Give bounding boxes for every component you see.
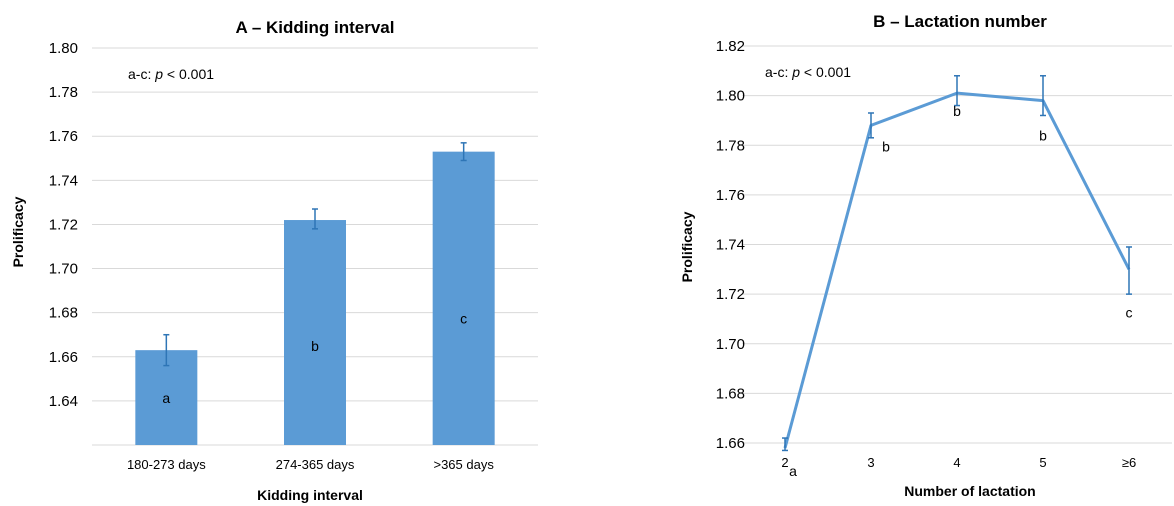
chart-a-bars: a b c (135, 142, 495, 445)
chart-b-category-label: 5 (1039, 455, 1046, 470)
chart-b-sig-letter: a (789, 463, 797, 479)
chart-b-y-tick-label: 1.76 (716, 187, 745, 204)
chart-b-y-tick-label: 1.70 (716, 336, 745, 353)
chart-b-y-tick-labels: 1.82 1.80 1.78 1.76 1.74 1.72 1.70 1.68 1.66 (716, 38, 745, 452)
chart-b-series: a b b b c (782, 75, 1133, 479)
chart-b-sig-letter: b (953, 103, 961, 119)
chart-b-title: B – Lactation number (873, 12, 1047, 31)
chart-a-category-label: >365 days (433, 457, 494, 472)
chart-a: A – Kidding interval 1.80 1.78 1.76 1.74 1.7… (10, 18, 538, 503)
chart-b-y-tick-label: 1.72 (716, 286, 745, 303)
chart-b-sig-letter: b (882, 138, 890, 154)
chart-a-y-tick-label: 1.66 (49, 349, 78, 366)
chart-b-category-label: 3 (867, 455, 874, 470)
chart-a-y-tick-label: 1.78 (49, 84, 78, 101)
chart-a-category-label: 274-365 days (276, 457, 355, 472)
chart-b-category-label: 4 (953, 455, 960, 470)
chart-b-sig-letter: c (1126, 304, 1133, 320)
chart-a-sig-letter: a (162, 390, 170, 406)
chart-b-gridlines (742, 45, 1172, 444)
chart-b-annotation: a-c: p < 0.001 (765, 64, 851, 80)
chart-b: B – Lactation number 1.82 1.80 1.78 1.76 1.7… (679, 12, 1172, 499)
chart-a-y-axis-title: Prolificacy (10, 196, 26, 267)
chart-b-y-tick-label: 1.66 (716, 435, 745, 452)
chart-a-y-tick-label: 1.68 (49, 305, 78, 322)
chart-b-x-axis-title: Number of lactation (904, 483, 1035, 499)
chart-a-annotation: a-c: p < 0.001 (128, 66, 214, 82)
chart-b-sig-letter: b (1039, 128, 1047, 144)
chart-b-y-tick-label: 1.78 (716, 137, 745, 154)
chart-a-y-tick-labels: 1.80 1.78 1.76 1.74 1.72 1.70 1.68 1.66 1.64 (49, 40, 78, 410)
chart-a-y-tick-label: 1.64 (49, 393, 78, 410)
chart-a-category-label: 180-273 days (127, 457, 206, 472)
chart-b-y-tick-label: 1.74 (716, 237, 745, 254)
chart-a-y-tick-label: 1.74 (49, 172, 78, 189)
chart-a-bar (432, 151, 495, 445)
chart-b-category-label: ≥6 (1122, 455, 1136, 470)
chart-a-x-axis-title: Kidding interval (257, 487, 363, 503)
chart-a-bar (284, 220, 346, 445)
chart-a-y-tick-label: 1.72 (49, 216, 78, 233)
chart-a-y-tick-label: 1.80 (49, 40, 78, 57)
chart-a-y-tick-label: 1.70 (49, 261, 78, 278)
chart-b-y-tick-label: 1.80 (716, 88, 745, 105)
chart-a-category-labels: 180-273 days 274-365 days >365 days (127, 457, 494, 472)
chart-b-y-tick-label: 1.82 (716, 38, 745, 55)
chart-b-category-label: 2 (781, 455, 788, 470)
chart-b-category-labels: 2 3 4 5 ≥6 (781, 455, 1136, 470)
chart-a-y-tick-label: 1.76 (49, 128, 78, 145)
chart-b-y-tick-label: 1.68 (716, 385, 745, 402)
chart-a-sig-letter: b (311, 338, 319, 354)
chart-b-y-axis-title: Prolificacy (679, 211, 695, 282)
chart-a-sig-letter: c (460, 311, 467, 327)
chart-b-series-line (783, 91, 1131, 449)
chart-a-title: A – Kidding interval (235, 18, 394, 37)
